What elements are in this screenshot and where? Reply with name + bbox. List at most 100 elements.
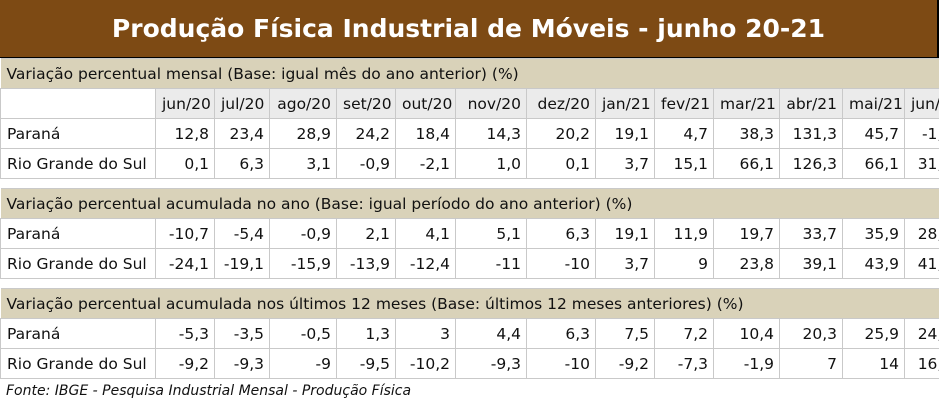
table-cell: -3,5 [214, 318, 270, 349]
table-cell: 131,3 [779, 118, 843, 149]
row-label: Rio Grande do Sul [0, 248, 156, 279]
table-cell: 66,1 [713, 148, 780, 179]
month-header: fev/21 [654, 88, 714, 119]
table-cell: -10 [526, 248, 596, 279]
month-header: jan/21 [595, 88, 655, 119]
table-cell: 3 [395, 318, 456, 349]
table-cell: -12,4 [395, 248, 456, 279]
table-cell: -10 [526, 348, 596, 379]
table-cell: -1,0 [903, 118, 939, 149]
table-cell: 4,1 [395, 218, 456, 249]
table-cell: -7,3 [654, 348, 714, 379]
table-cell: 41,5 [903, 248, 939, 279]
table-cell: -0,9 [336, 148, 396, 179]
table-cell: 4,7 [654, 118, 714, 149]
table-cell: 45,7 [842, 118, 905, 149]
table-cell: 23,8 [713, 248, 780, 279]
table-cell: -5,4 [214, 218, 270, 249]
table-row: Rio Grande do Sul 0,1 6,3 3,1 -0,9 -2,1 1,0 0,1… [0, 148, 939, 179]
table-cell: 2,1 [336, 218, 396, 249]
month-header: mar/21 [713, 88, 780, 119]
table-cell: 3,7 [595, 248, 655, 279]
table-cell: 7 [779, 348, 843, 379]
table-cell: 19,1 [595, 118, 655, 149]
table-cell: 16,3 [903, 348, 939, 379]
source-note: Fonte: IBGE - Pesquisa Industrial Mensal… [6, 383, 412, 399]
month-header: dez/20 [526, 88, 596, 119]
table-cell: -2,1 [395, 148, 456, 179]
table-row: Paraná -10,7 -5,4 -0,9 2,1 4,1 5,1 6,3 19,1 11,9 1… [0, 218, 939, 249]
table-cell: -9,2 [595, 348, 655, 379]
table-cell: 33,7 [779, 218, 843, 249]
table-cell: -10,7 [155, 218, 215, 249]
table-cell: -9,3 [455, 348, 527, 379]
table-cell: 31,7 [903, 148, 939, 179]
header-corner [0, 88, 156, 119]
month-header: ago/20 [269, 88, 337, 119]
table-row: Paraná 12,8 23,4 28,9 24,2 18,4 14,3 20,2 19,1 4,… [0, 118, 939, 149]
table-row: Rio Grande do Sul -9,2 -9,3 -9 -9,5 -10,2 -9,3… [0, 348, 939, 379]
section-spacer [0, 178, 939, 189]
month-header: abr/21 [779, 88, 843, 119]
table-cell: 24,5 [903, 318, 939, 349]
table-cell: -9,2 [155, 348, 215, 379]
section-header: Variação percentual acumulada no ano (Ba… [0, 188, 939, 219]
table-cell: -10,2 [395, 348, 456, 379]
table-cell: -19,1 [214, 248, 270, 279]
month-header: set/20 [336, 88, 396, 119]
table-title: Produção Física Industrial de Móveis - j… [0, 0, 939, 58]
table-cell: -5,3 [155, 318, 215, 349]
month-header: jun/20 [155, 88, 215, 119]
table-cell: 15,1 [654, 148, 714, 179]
table-cell: -13,9 [336, 248, 396, 279]
table-cell: 11,9 [654, 218, 714, 249]
table-cell: 6,3 [526, 318, 596, 349]
table-cell: -9,5 [336, 348, 396, 379]
table-cell: -1,9 [713, 348, 780, 379]
table-cell: 19,7 [713, 218, 780, 249]
row-label: Paraná [0, 118, 156, 149]
table-cell: 19,1 [595, 218, 655, 249]
table-cell: 28,4 [903, 218, 939, 249]
section-title: Variação percentual acumulada nos último… [0, 288, 939, 319]
row-label: Rio Grande do Sul [0, 148, 156, 179]
table-cell: 1,3 [336, 318, 396, 349]
table-cell: 5,1 [455, 218, 527, 249]
spacer-cell [0, 278, 939, 289]
table-cell: 14,3 [455, 118, 527, 149]
table-cell: 0,1 [155, 148, 215, 179]
table-cell: 10,4 [713, 318, 780, 349]
table-cell: 1,0 [455, 148, 527, 179]
table-cell: 3,1 [269, 148, 337, 179]
row-label: Paraná [0, 318, 156, 349]
spacer-cell [0, 178, 939, 189]
table-cell: -9 [269, 348, 337, 379]
table-cell: 38,3 [713, 118, 780, 149]
section-header: Variação percentual mensal (Base: igual … [0, 58, 939, 89]
month-header-row: jun/20 jul/20 ago/20 set/20 out/20 nov/20 dez/… [0, 88, 939, 119]
table-cell: 20,3 [779, 318, 843, 349]
table-cell: 39,1 [779, 248, 843, 279]
table-cell: -0,5 [269, 318, 337, 349]
table-cell: 18,4 [395, 118, 456, 149]
table-cell: 12,8 [155, 118, 215, 149]
section-spacer [0, 278, 939, 289]
table-cell: 9 [654, 248, 714, 279]
table-cell: 0,1 [526, 148, 596, 179]
row-label: Paraná [0, 218, 156, 249]
table-cell: 43,9 [842, 248, 905, 279]
table-row: Rio Grande do Sul -24,1 -19,1 -15,9 -13,9 -12… [0, 248, 939, 279]
table-cell: 28,9 [269, 118, 337, 149]
table-cell: 7,5 [595, 318, 655, 349]
table-cell: -0,9 [269, 218, 337, 249]
row-label: Rio Grande do Sul [0, 348, 156, 379]
month-header: mai/21 [842, 88, 905, 119]
section-title: Variação percentual mensal (Base: igual … [0, 58, 939, 89]
table-cell: -9,3 [214, 348, 270, 379]
table-cell: 7,2 [654, 318, 714, 349]
section-title: Variação percentual acumulada no ano (Ba… [0, 188, 939, 219]
table-cell: -11 [455, 248, 527, 279]
month-header: out/20 [395, 88, 456, 119]
month-header: jun/21 [903, 88, 939, 119]
table-cell: 14 [842, 348, 905, 379]
